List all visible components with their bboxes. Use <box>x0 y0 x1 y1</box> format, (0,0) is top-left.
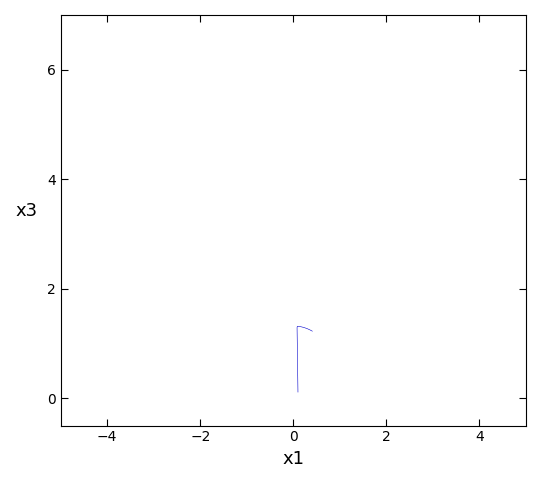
Y-axis label: x3: x3 <box>15 202 37 220</box>
X-axis label: x1: x1 <box>282 450 305 468</box>
